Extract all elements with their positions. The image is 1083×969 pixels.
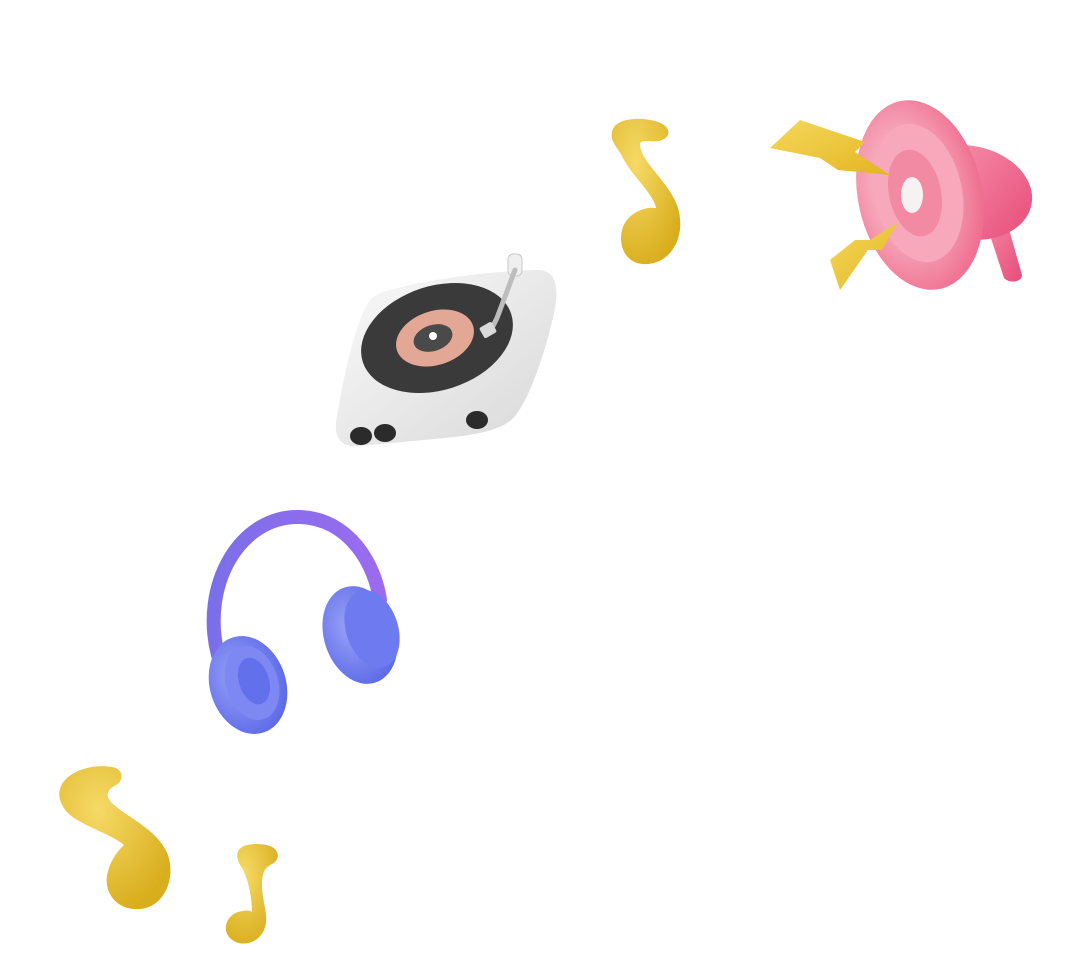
headphones-icon	[206, 509, 400, 734]
music-note-icon	[611, 118, 681, 265]
megaphone-icon	[770, 100, 1033, 290]
music-note-icon	[59, 766, 171, 910]
music-note-icon	[225, 844, 278, 944]
turntable-icon	[335, 253, 557, 447]
